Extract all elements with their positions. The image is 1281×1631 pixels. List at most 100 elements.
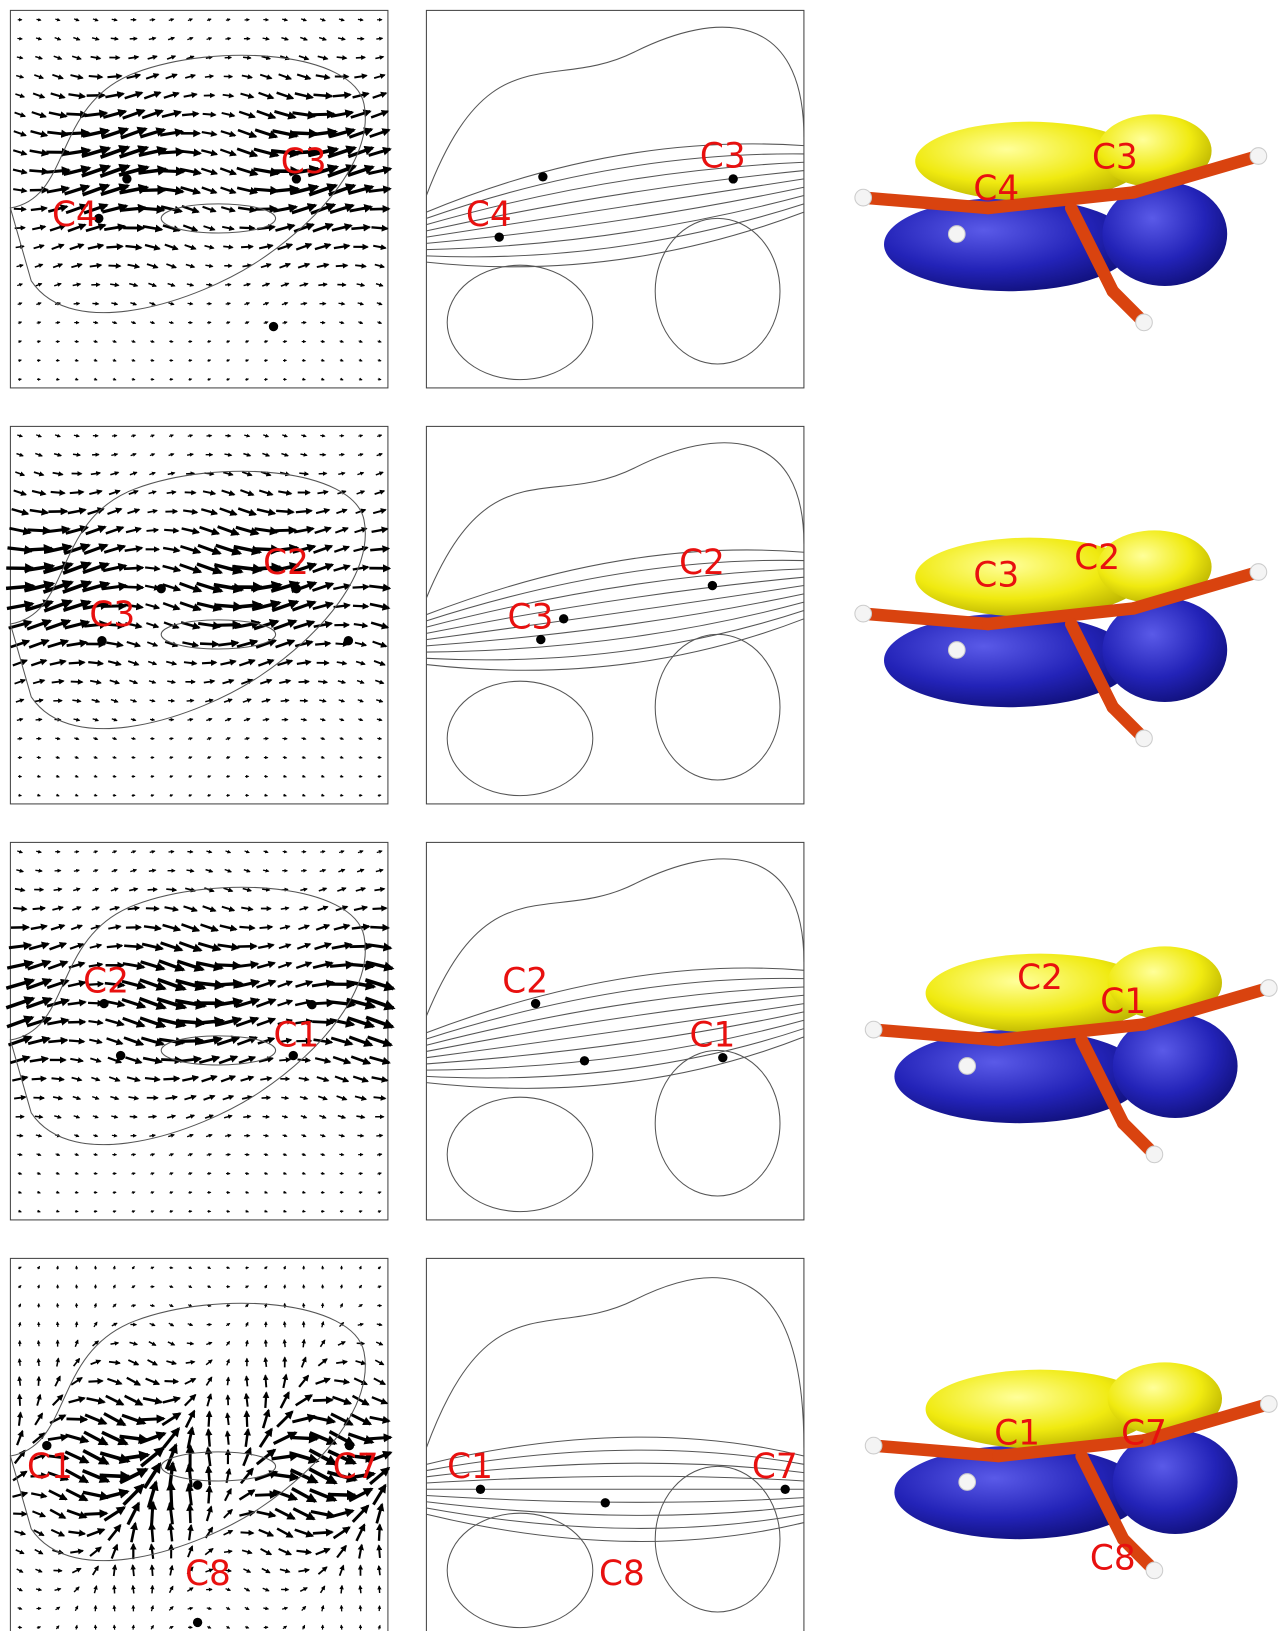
flow-arrow <box>359 1192 362 1193</box>
flow-arrow <box>284 1322 285 1327</box>
flow-arrow <box>190 1505 191 1523</box>
flow-arrow <box>163 1078 179 1079</box>
flow-arrow <box>186 473 194 474</box>
flow-arrow <box>339 303 345 304</box>
flow-arrow <box>378 795 381 796</box>
flow-arrow <box>283 341 287 342</box>
flow-arrow <box>226 776 229 777</box>
flow-arrow <box>283 757 287 758</box>
flow-arrow <box>266 1340 267 1347</box>
flow-arrow <box>187 700 194 701</box>
critical-point <box>292 584 301 593</box>
flow-arrow <box>14 209 26 210</box>
flow-arrow <box>65 133 89 134</box>
flow-arrow <box>36 719 42 720</box>
flow-arrow <box>208 1486 209 1503</box>
flow-arrow <box>184 662 196 663</box>
contour-panel: C3 C4 <box>426 10 804 388</box>
flow-arrow <box>340 1211 343 1212</box>
flow-arrow <box>200 644 218 645</box>
flow-arrow <box>370 927 388 928</box>
critical-point <box>559 614 568 623</box>
flow-arrow <box>321 341 325 342</box>
flow-arrow <box>73 454 80 455</box>
flow-arrow <box>56 1211 59 1212</box>
vector-panel: C2C3 <box>6 426 390 804</box>
vector-panel: C3C4 <box>10 10 390 388</box>
flow-arrow <box>225 38 230 39</box>
atom-label: C4 <box>973 169 1019 209</box>
flow-arrow <box>245 1173 249 1174</box>
flow-arrow <box>239 927 254 928</box>
flow-arrow <box>48 1040 67 1042</box>
flow-arrow <box>320 435 325 436</box>
flow-arrow <box>169 851 174 852</box>
flow-arrow <box>284 1340 285 1347</box>
flow-arrow <box>240 228 255 229</box>
flow-arrow <box>178 1041 203 1042</box>
atom-label: C2 <box>502 961 548 1001</box>
flow-arrow <box>141 1419 164 1420</box>
flow-arrow <box>52 1078 64 1079</box>
flow-arrow <box>150 719 154 720</box>
flow-arrow <box>377 738 381 739</box>
flow-arrow <box>151 360 154 361</box>
flow-arrow <box>69 662 85 663</box>
flow-arrow <box>227 1377 228 1385</box>
flow-arrow <box>378 379 381 380</box>
orbital-render: C3 C4 <box>855 114 1267 330</box>
flow-arrow <box>111 38 118 39</box>
hydrogen <box>1250 564 1267 581</box>
flow-arrow <box>207 1173 211 1174</box>
panel-frame <box>10 426 388 804</box>
flow-arrow <box>29 170 48 172</box>
flow-arrow <box>182 114 198 116</box>
hydrogen <box>948 642 965 659</box>
flow-arrow <box>36 19 40 20</box>
hydrogen <box>855 189 872 206</box>
flow-arrow <box>38 1341 39 1346</box>
flow-arrow <box>226 1211 229 1212</box>
flow-arrow <box>112 435 117 436</box>
flow-arrow <box>165 1381 178 1382</box>
flow-arrow <box>69 1040 84 1041</box>
flow-arrow <box>265 1393 266 1408</box>
atom-label: C1 <box>690 1015 736 1055</box>
flow-arrow <box>112 1135 117 1136</box>
atom-label: C3 <box>700 137 746 177</box>
flow-arrow <box>227 1432 228 1445</box>
flow-arrow <box>131 1154 135 1155</box>
flow-arrow <box>84 1513 106 1514</box>
flow-arrow <box>339 1154 343 1155</box>
atom-label: C8 <box>1090 1539 1136 1579</box>
flow-arrow <box>265 1358 266 1367</box>
flow-arrow <box>359 1173 363 1174</box>
figure: C3C4C3C4C3C4C2C3C2C3C2C3C2C1C2C1C2C1C1C7… <box>0 0 1281 1631</box>
flow-arrow <box>51 492 65 493</box>
flow-arrow <box>89 76 102 77</box>
orbital-render: C2C1 <box>865 946 1277 1162</box>
flow-arrow <box>379 1545 380 1557</box>
flow-arrow <box>57 1322 58 1327</box>
flow-arrow <box>315 643 330 644</box>
critical-point <box>97 636 106 645</box>
atom-label: C1 <box>27 1447 73 1487</box>
atom-label: C4 <box>466 195 512 235</box>
atom-label: C3 <box>1092 138 1138 178</box>
flow-arrow <box>302 1211 305 1212</box>
critical-point <box>601 1498 610 1507</box>
flow-arrow <box>290 1437 317 1438</box>
flow-arrow <box>243 1116 250 1117</box>
flow-arrow <box>19 1377 20 1386</box>
flow-arrow <box>341 1285 342 1289</box>
flow-arrow <box>130 1116 137 1117</box>
flow-arrow <box>358 19 363 20</box>
flow-arrow <box>93 322 98 323</box>
flow-arrow <box>164 530 178 531</box>
flow-arrow <box>205 76 213 77</box>
flow-arrow <box>247 1411 248 1426</box>
orbital-render: C1C7C8 <box>865 1362 1277 1578</box>
flow-arrow <box>70 492 83 493</box>
hydrogen <box>1250 148 1267 165</box>
flow-arrow <box>297 1059 309 1060</box>
